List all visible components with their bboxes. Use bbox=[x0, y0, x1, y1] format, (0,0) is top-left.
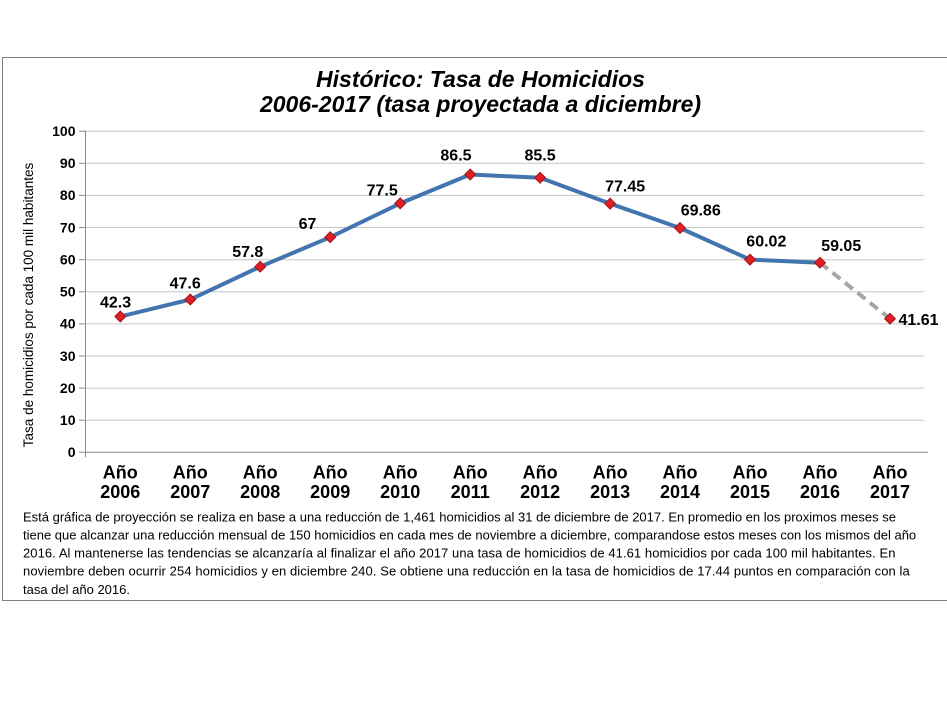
svg-text:Tasa de homicidios por cada 10: Tasa de homicidios por cada 100 mil habi… bbox=[21, 163, 36, 448]
svg-text:noviembre deben ocurrir 254: noviembre deben ocurrir 254 homicidios y… bbox=[23, 564, 911, 579]
svg-text:2009: 2009 bbox=[310, 482, 350, 502]
svg-text:Año: Año bbox=[453, 463, 488, 483]
svg-text:59.05: 59.05 bbox=[821, 238, 861, 255]
svg-text:2016: 2016 bbox=[800, 482, 840, 502]
svg-text:85.5: 85.5 bbox=[525, 148, 556, 165]
svg-text:2016. Al mantenerse las tenden: 2016. Al mantenerse las tendencias se al… bbox=[23, 546, 896, 561]
svg-text:0: 0 bbox=[68, 444, 76, 460]
svg-text:42.3: 42.3 bbox=[100, 294, 131, 311]
svg-text:2006: 2006 bbox=[100, 482, 140, 502]
svg-text:Año: Año bbox=[523, 463, 558, 483]
svg-text:57.8: 57.8 bbox=[232, 244, 263, 261]
svg-text:2011: 2011 bbox=[451, 482, 490, 502]
svg-text:tiene que alcanzar una reducci: tiene que alcanzar una reducción mensual… bbox=[23, 528, 916, 543]
svg-text:Año: Año bbox=[873, 463, 908, 483]
svg-text:2006-2017 (tasa proyectada a d: 2006-2017 (tasa proyectada a diciembre) bbox=[259, 91, 701, 117]
svg-text:86.5: 86.5 bbox=[440, 148, 471, 165]
svg-text:2013: 2013 bbox=[590, 482, 630, 502]
svg-text:20: 20 bbox=[60, 380, 76, 396]
svg-text:Año: Año bbox=[173, 463, 208, 483]
svg-text:40: 40 bbox=[60, 316, 76, 332]
svg-text:50: 50 bbox=[60, 284, 76, 300]
svg-text:Histórico: Tasa de Homicidios: Histórico: Tasa de Homicidios bbox=[316, 66, 645, 92]
svg-text:tasa del año 2016.: tasa del año 2016. bbox=[23, 582, 130, 597]
svg-text:10: 10 bbox=[60, 412, 76, 428]
svg-text:70: 70 bbox=[60, 219, 76, 235]
svg-text:69.86: 69.86 bbox=[681, 202, 721, 219]
svg-text:Año: Año bbox=[663, 463, 698, 483]
svg-text:67: 67 bbox=[299, 216, 317, 233]
svg-text:41.61: 41.61 bbox=[899, 312, 939, 329]
svg-text:Año: Año bbox=[383, 463, 418, 483]
svg-text:77.5: 77.5 bbox=[367, 182, 398, 199]
svg-text:2010: 2010 bbox=[380, 482, 420, 502]
svg-text:60.02: 60.02 bbox=[746, 234, 786, 251]
svg-text:2008: 2008 bbox=[240, 482, 280, 502]
svg-text:2015: 2015 bbox=[730, 482, 770, 502]
svg-text:Año: Año bbox=[803, 463, 838, 483]
svg-text:30: 30 bbox=[60, 348, 76, 364]
svg-text:90: 90 bbox=[60, 155, 76, 171]
svg-text:Año: Año bbox=[313, 463, 348, 483]
svg-text:Año: Año bbox=[243, 463, 278, 483]
svg-text:100: 100 bbox=[52, 123, 76, 139]
svg-text:77.45: 77.45 bbox=[605, 178, 645, 195]
svg-text:Está gráfica de proyección se: Está gráfica de proyección se realiza en… bbox=[23, 509, 896, 524]
svg-text:Año: Año bbox=[733, 463, 768, 483]
svg-text:Año: Año bbox=[593, 463, 628, 483]
svg-text:2012: 2012 bbox=[520, 482, 560, 502]
svg-text:2017: 2017 bbox=[870, 482, 910, 502]
svg-text:2014: 2014 bbox=[660, 482, 700, 502]
svg-text:80: 80 bbox=[60, 187, 76, 203]
svg-text:47.6: 47.6 bbox=[170, 275, 201, 292]
svg-text:Año: Año bbox=[103, 463, 138, 483]
svg-text:2007: 2007 bbox=[170, 482, 210, 502]
svg-text:60: 60 bbox=[60, 252, 76, 268]
